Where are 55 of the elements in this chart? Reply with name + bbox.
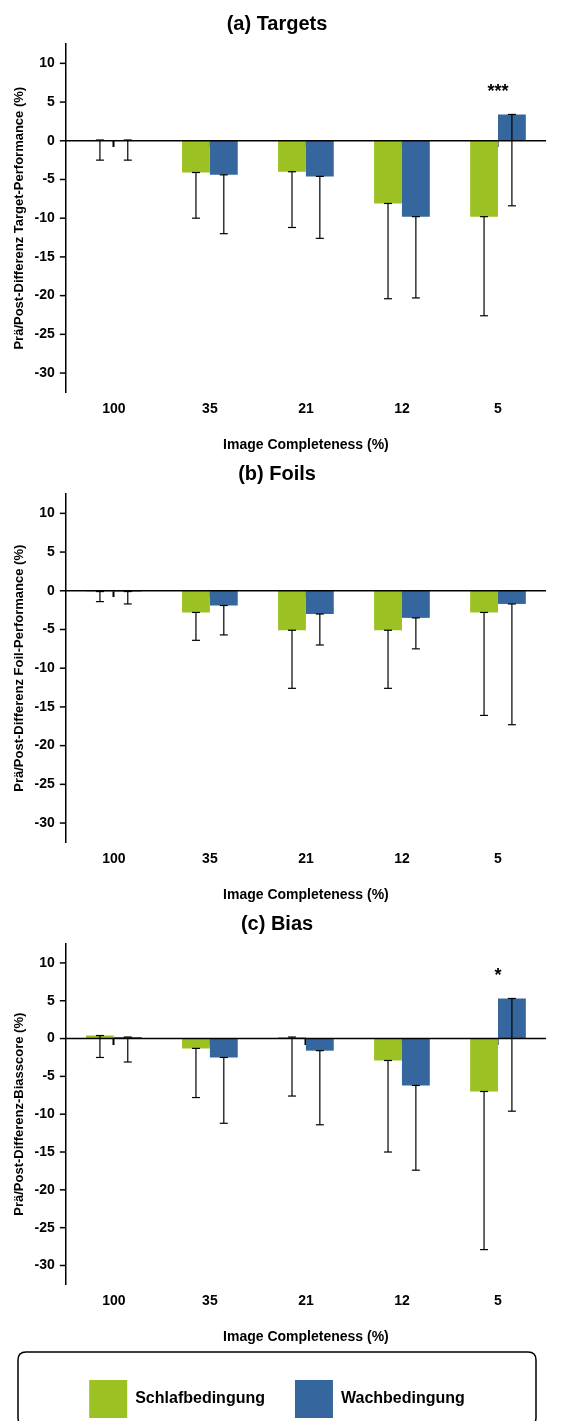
y-tick-label: 0 bbox=[47, 581, 56, 598]
x-tick-label: 21 bbox=[298, 849, 314, 866]
x-tick-label: 5 bbox=[494, 399, 503, 416]
y-tick-label: -10 bbox=[34, 659, 56, 676]
legend-label: Wachbedingung bbox=[340, 1389, 465, 1407]
y-axis-title: Prä/Post-Differenz-Biasscore (%) bbox=[11, 1012, 27, 1216]
y-tick-label: 10 bbox=[39, 953, 56, 970]
y-tick-label: 0 bbox=[47, 131, 56, 148]
y-tick-label: -20 bbox=[34, 286, 56, 303]
y-tick-label: -15 bbox=[34, 1142, 56, 1159]
y-tick-label: 10 bbox=[39, 54, 56, 71]
y-tick-label: -10 bbox=[34, 1105, 56, 1122]
y-axis-title: Prä/Post-Differenz Target-Performance (%) bbox=[11, 86, 27, 350]
annotation: * bbox=[494, 965, 502, 986]
y-axis-title: Prä/Post-Differenz Foil-Performance (%) bbox=[11, 544, 27, 792]
x-tick-label: 100 bbox=[102, 849, 126, 866]
x-tick-label: 35 bbox=[202, 849, 218, 866]
y-tick-label: -10 bbox=[34, 209, 56, 226]
y-tick-label: -25 bbox=[34, 325, 56, 342]
x-tick-label: 21 bbox=[298, 1291, 314, 1308]
legend-label: Schlafbedingung bbox=[135, 1389, 265, 1407]
y-tick-label: -15 bbox=[34, 697, 56, 714]
y-tick-label: -5 bbox=[42, 170, 56, 187]
y-tick-label: -5 bbox=[42, 620, 56, 637]
chart-title: (c) Bias bbox=[240, 911, 314, 934]
x-tick-label: 100 bbox=[102, 1291, 126, 1308]
y-tick-label: -30 bbox=[34, 1256, 56, 1273]
x-tick-label: 35 bbox=[202, 399, 218, 416]
y-tick-label: -15 bbox=[34, 247, 56, 264]
y-tick-label: -30 bbox=[34, 813, 56, 830]
x-tick-label: 35 bbox=[202, 1291, 218, 1308]
x-axis-title: Image Completeness (%) bbox=[223, 1328, 389, 1345]
y-tick-label: 5 bbox=[47, 542, 56, 559]
y-tick-label: 10 bbox=[39, 504, 56, 521]
x-tick-label: 100 bbox=[102, 399, 126, 416]
y-tick-label: -20 bbox=[34, 1180, 56, 1197]
y-tick-label: -25 bbox=[34, 1218, 56, 1235]
chart-title: (b) Foils bbox=[238, 461, 316, 484]
chart-title: (a) Targets bbox=[226, 11, 328, 34]
y-tick-label: -30 bbox=[34, 363, 56, 380]
x-tick-label: 5 bbox=[494, 1291, 503, 1308]
y-tick-label: -20 bbox=[34, 736, 56, 753]
annotation: *** bbox=[487, 81, 509, 102]
y-tick-label: 5 bbox=[47, 991, 56, 1008]
x-axis-title: Image Completeness (%) bbox=[223, 886, 389, 903]
y-tick-label: -25 bbox=[34, 775, 56, 792]
x-axis-title: Image Completeness (%) bbox=[223, 436, 389, 453]
y-tick-label: -5 bbox=[42, 1067, 56, 1084]
x-tick-label: 12 bbox=[394, 849, 410, 866]
x-tick-label: 12 bbox=[394, 1291, 410, 1308]
x-tick-label: 12 bbox=[394, 399, 410, 416]
y-tick-label: 0 bbox=[47, 1029, 56, 1046]
y-tick-label: 5 bbox=[47, 92, 56, 109]
x-tick-label: 21 bbox=[298, 399, 314, 416]
x-tick-label: 5 bbox=[494, 849, 503, 866]
